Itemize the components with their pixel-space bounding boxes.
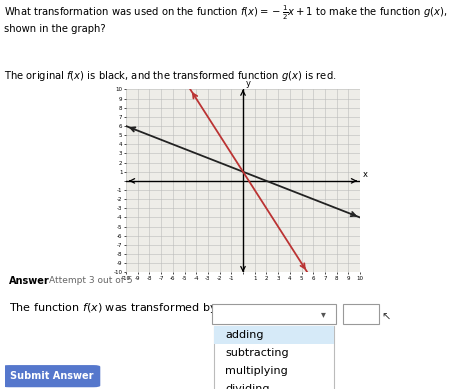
Text: The original $f(x)$ is black, and the transformed function $g(x)$ is red.: The original $f(x)$ is black, and the tr… (4, 69, 337, 83)
Text: Answer: Answer (9, 276, 50, 286)
FancyBboxPatch shape (2, 365, 100, 387)
Text: subtracting: subtracting (225, 348, 288, 358)
Text: y: y (246, 79, 251, 88)
Text: adding: adding (225, 330, 264, 340)
FancyBboxPatch shape (214, 326, 334, 389)
FancyBboxPatch shape (212, 304, 337, 324)
FancyBboxPatch shape (214, 326, 334, 344)
FancyBboxPatch shape (343, 304, 379, 324)
Text: multiplying: multiplying (225, 366, 288, 376)
Text: ▾: ▾ (320, 309, 325, 319)
Text: x: x (362, 170, 367, 179)
Text: Attempt 3 out of 5: Attempt 3 out of 5 (49, 276, 133, 285)
Text: What transformation was used on the function $f(x)=-\frac{1}{2}x+1$ to make the : What transformation was used on the func… (4, 4, 448, 34)
Text: Submit Answer: Submit Answer (9, 371, 93, 381)
Text: dividing: dividing (225, 384, 270, 389)
Text: ↖: ↖ (381, 313, 390, 323)
Text: The function $f(x)$ was transformed by: The function $f(x)$ was transformed by (9, 301, 218, 315)
